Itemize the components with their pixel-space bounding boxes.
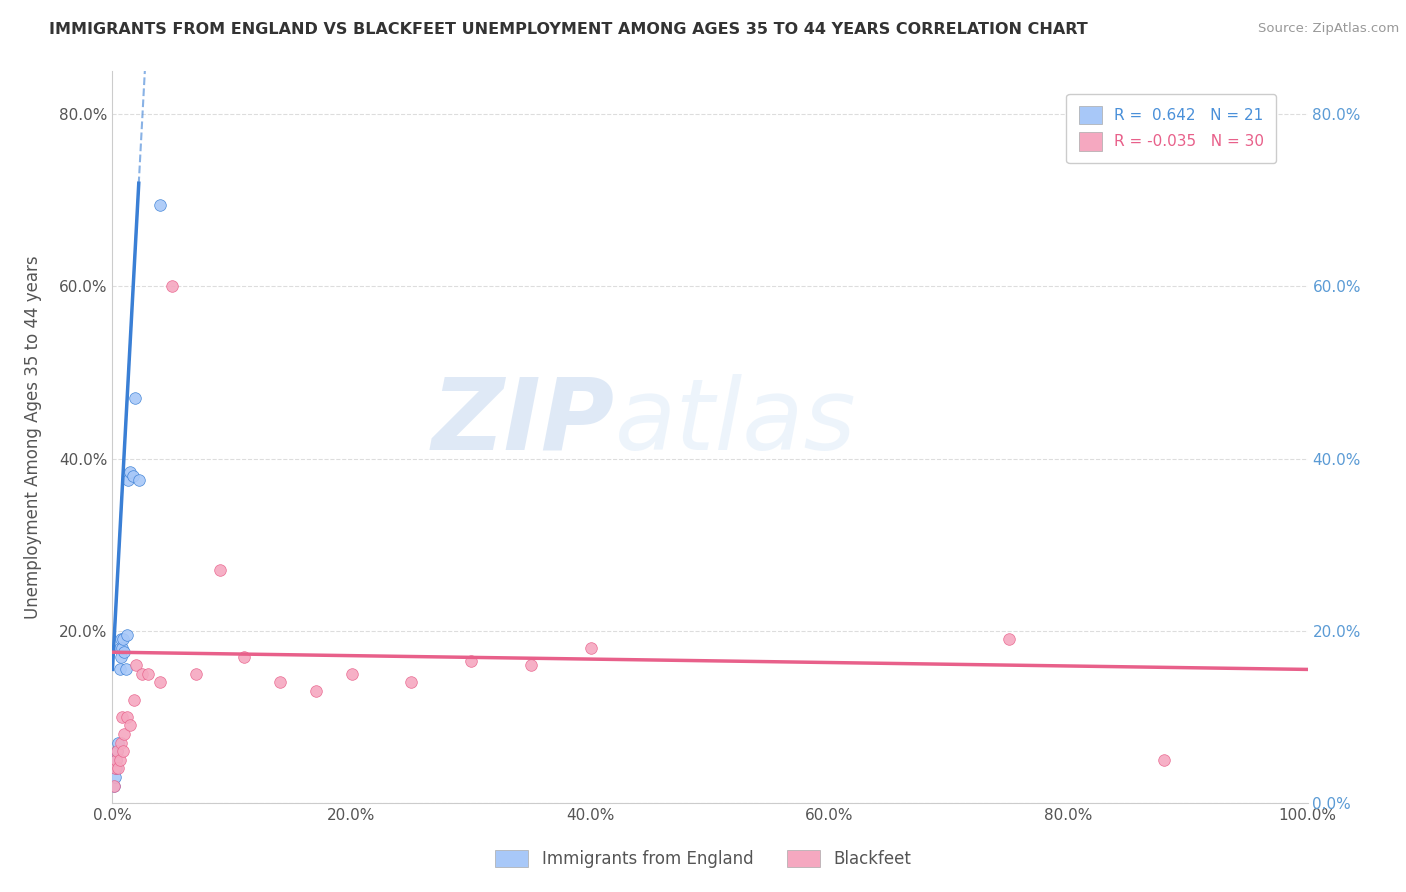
Point xyxy=(124,392,146,406)
Point xyxy=(114,645,135,659)
Point xyxy=(117,473,139,487)
Point xyxy=(105,753,128,767)
Point xyxy=(149,675,172,690)
Point xyxy=(125,658,148,673)
Text: atlas: atlas xyxy=(614,374,856,471)
Point xyxy=(107,735,129,749)
Point xyxy=(110,735,132,749)
Point xyxy=(128,473,150,487)
Point xyxy=(401,675,423,690)
Point xyxy=(104,761,127,775)
Point xyxy=(111,640,134,655)
Text: IMMIGRANTS FROM ENGLAND VS BLACKFEET UNEMPLOYMENT AMONG AGES 35 TO 44 YEARS CORR: IMMIGRANTS FROM ENGLAND VS BLACKFEET UNE… xyxy=(49,22,1088,37)
Point xyxy=(103,779,125,793)
Point xyxy=(579,640,602,655)
Point xyxy=(122,692,145,706)
Point xyxy=(460,654,482,668)
Point xyxy=(305,684,328,698)
Point xyxy=(111,710,134,724)
Point xyxy=(112,744,135,758)
Y-axis label: Unemployment Among Ages 35 to 44 years: Unemployment Among Ages 35 to 44 years xyxy=(24,255,42,619)
Point xyxy=(115,710,138,724)
Point xyxy=(186,666,208,681)
Point xyxy=(998,632,1021,647)
Legend: Immigrants from England, Blackfeet: Immigrants from England, Blackfeet xyxy=(488,843,918,875)
Point xyxy=(112,632,135,647)
Point xyxy=(340,666,363,681)
Point xyxy=(269,675,291,690)
Point xyxy=(131,666,153,681)
Point xyxy=(149,198,172,212)
Point xyxy=(121,468,143,483)
Point xyxy=(110,632,132,647)
Text: Source: ZipAtlas.com: Source: ZipAtlas.com xyxy=(1258,22,1399,36)
Point xyxy=(108,662,131,676)
Point xyxy=(209,564,232,578)
Point xyxy=(104,770,127,784)
Text: ZIP: ZIP xyxy=(432,374,614,471)
Point xyxy=(110,649,132,664)
Point xyxy=(105,753,128,767)
Point xyxy=(105,761,128,775)
Point xyxy=(120,465,142,479)
Legend: R =  0.642   N = 21, R = -0.035   N = 30: R = 0.642 N = 21, R = -0.035 N = 30 xyxy=(1067,94,1277,163)
Point xyxy=(107,761,129,775)
Point xyxy=(108,640,131,655)
Point xyxy=(114,727,135,741)
Point xyxy=(115,628,138,642)
Point xyxy=(520,658,543,673)
Point xyxy=(120,718,142,732)
Point xyxy=(108,753,131,767)
Point xyxy=(138,666,160,681)
Point xyxy=(105,744,128,758)
Point xyxy=(162,279,183,293)
Point xyxy=(103,779,125,793)
Point xyxy=(1153,753,1175,767)
Point xyxy=(114,662,136,676)
Point xyxy=(233,649,256,664)
Point xyxy=(105,744,128,758)
